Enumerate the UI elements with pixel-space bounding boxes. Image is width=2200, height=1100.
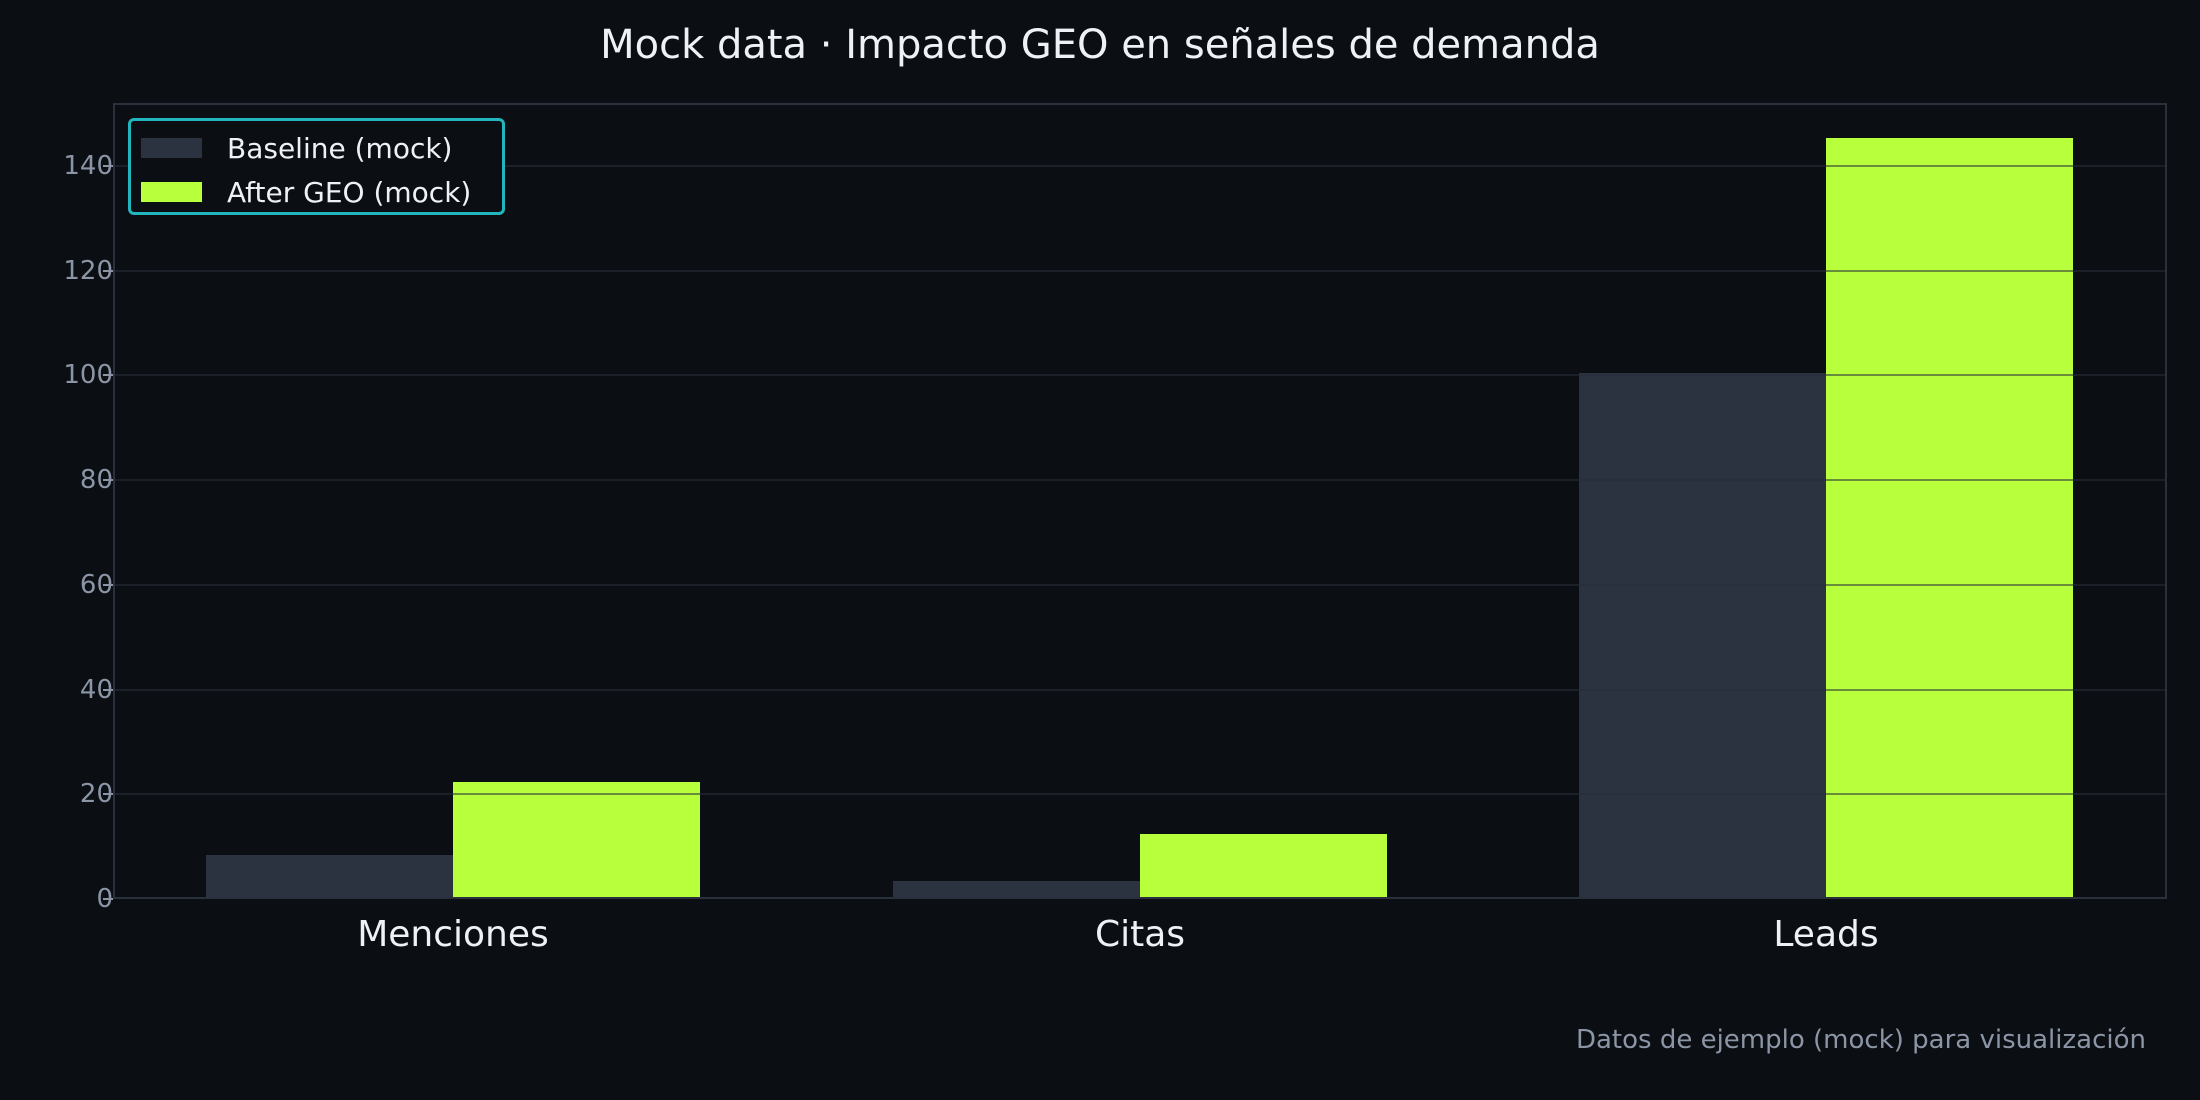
y-tick-mark	[103, 164, 113, 167]
bar-citas-after-geo	[1140, 834, 1387, 897]
y-tick-mark	[103, 269, 113, 272]
y-tick-mark	[103, 898, 113, 900]
gridline	[115, 793, 2165, 796]
bar-leads-after-geo	[1826, 137, 2073, 897]
gridline	[115, 269, 2165, 272]
bar-menciones-after-geo	[453, 781, 700, 897]
plot-area	[113, 103, 2167, 899]
gridline	[115, 688, 2165, 691]
gridline	[115, 164, 2165, 167]
gridline	[115, 374, 2165, 377]
x-tick-label: Leads	[1773, 914, 1879, 955]
x-tick-label: Citas	[1094, 914, 1186, 955]
bar-menciones-baseline	[206, 855, 453, 897]
gridline	[115, 479, 2165, 482]
bars-container	[115, 105, 2165, 897]
y-tick-mark	[103, 793, 113, 796]
bar-citas-baseline	[893, 881, 1140, 897]
legend-swatch-after-geo	[141, 182, 202, 202]
y-tick-mark	[103, 479, 113, 482]
legend-item-baseline: Baseline (mock)	[141, 131, 453, 165]
legend: Baseline (mock) After GEO (mock)	[128, 118, 505, 215]
legend-swatch-baseline	[141, 138, 202, 158]
legend-label-baseline: Baseline (mock)	[227, 131, 453, 165]
y-tick-mark	[103, 688, 113, 691]
legend-label-after-geo: After GEO (mock)	[227, 175, 472, 209]
y-tick-mark	[103, 374, 113, 377]
y-tick-mark	[103, 583, 113, 586]
chart-title: Mock data · Impacto GEO en señales de de…	[600, 22, 1600, 68]
bar-leads-baseline	[1579, 373, 1826, 897]
x-tick-label: Menciones	[357, 914, 549, 955]
footnote: Datos de ejemplo (mock) para visualizaci…	[1575, 1025, 2146, 1055]
legend-item-after-geo: After GEO (mock)	[141, 175, 472, 209]
gridline	[115, 583, 2165, 586]
